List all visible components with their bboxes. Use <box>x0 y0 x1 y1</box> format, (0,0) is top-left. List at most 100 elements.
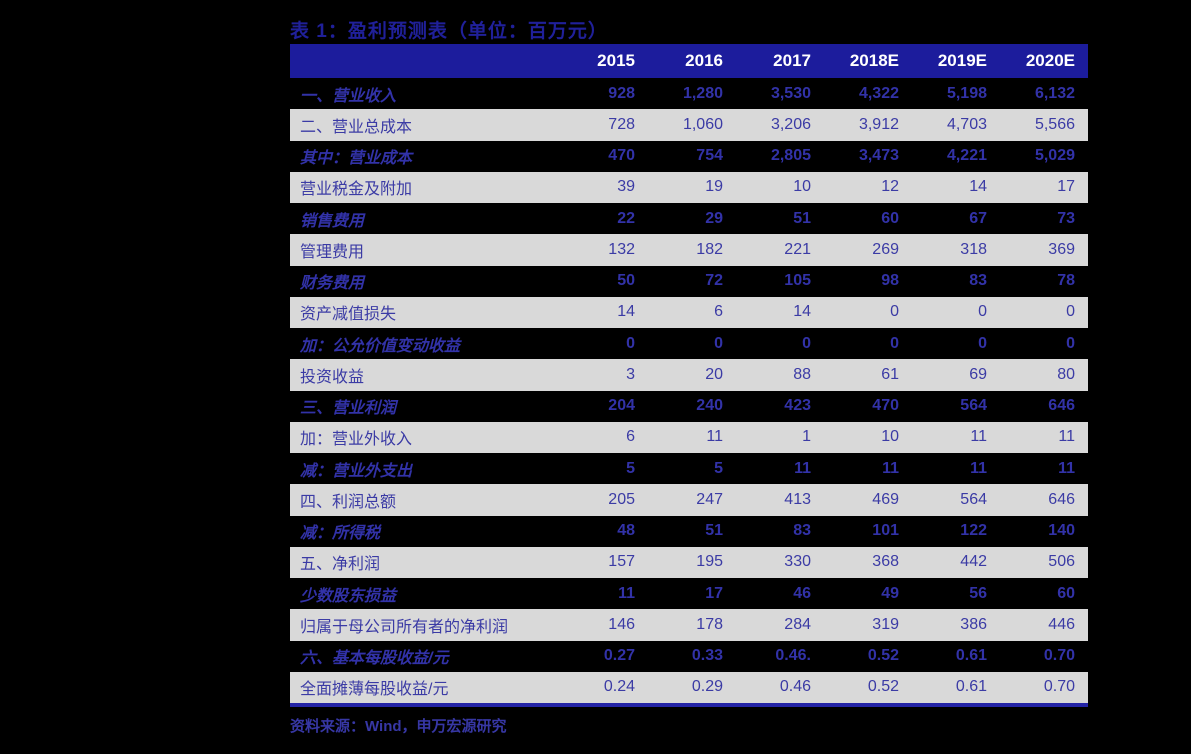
table-row: 销售费用 22 29 51 60 67 73 <box>290 203 1088 235</box>
row-label: 加：公允价值变动收益 <box>300 337 461 355</box>
table-row: 减：营业外支出 5 5 11 11 11 11 <box>290 453 1088 485</box>
cell-value: 386 <box>960 615 987 633</box>
table-row: 全面摊薄每股收益/元 0.24 0.29 0.46 0.52 0.61 0.70 <box>290 671 1088 703</box>
cell-value: 11 <box>618 584 635 602</box>
table-row: 财务费用 50 72 105 98 83 78 <box>290 265 1088 297</box>
cell-value: 470 <box>872 397 899 415</box>
cell-value: 5 <box>714 459 723 477</box>
cell-value: 157 <box>608 553 635 571</box>
table-row: 加：公允价值变动收益 0 0 0 0 0 0 <box>290 328 1088 360</box>
cell-value: 1 <box>802 428 811 446</box>
cell-value: 39 <box>617 178 635 196</box>
cell-value: 6 <box>714 303 723 321</box>
cell-value: 0.52 <box>867 678 899 696</box>
table-row: 六、基本每股收益/元 0.27 0.33 0.46. 0.52 0.61 0.70 <box>290 640 1088 672</box>
cell-value: 0.46. <box>775 647 811 665</box>
cell-value: 22 <box>617 209 635 227</box>
table-row: 管理费用 132 182 221 269 318 369 <box>290 234 1088 266</box>
cell-value: 178 <box>696 615 723 633</box>
cell-value: 0.70 <box>1043 678 1075 696</box>
cell-value: 12 <box>881 178 899 196</box>
cell-value: 20 <box>705 365 723 383</box>
cell-value: 132 <box>608 240 635 258</box>
row-label: 二、营业总成本 <box>300 118 413 136</box>
row-label: 其中：营业成本 <box>300 150 413 168</box>
cell-value: 11 <box>970 459 987 477</box>
cell-value: 67 <box>969 209 987 227</box>
source-note: 资料来源：Wind，申万宏源研究 <box>290 718 507 735</box>
table-row: 归属于母公司所有者的净利润 146 178 284 319 386 446 <box>290 609 1088 641</box>
cell-value: 10 <box>793 178 811 196</box>
cell-value: 0.46 <box>779 678 811 696</box>
row-label: 资产减值损失 <box>300 306 397 324</box>
cell-value: 0.24 <box>603 678 635 696</box>
cell-value: 0 <box>978 303 987 321</box>
cell-value: 0 <box>978 334 987 352</box>
cell-value: 51 <box>705 522 723 540</box>
row-label: 减：所得税 <box>300 525 381 543</box>
cell-value: 2,805 <box>770 147 811 165</box>
cell-value: 146 <box>608 615 635 633</box>
cell-value: 0 <box>626 334 635 352</box>
table-header-row: 2015 2016 2017 2018E 2019E 2020E <box>290 44 1088 78</box>
cell-value: 318 <box>960 240 987 258</box>
cell-value: 80 <box>1057 365 1075 383</box>
row-label: 三、营业利润 <box>300 400 397 418</box>
cell-value: 56 <box>969 584 987 602</box>
table-row: 二、营业总成本 728 1,060 3,206 3,912 4,703 5,566 <box>290 109 1088 141</box>
column-header-2017: 2017 <box>773 51 811 70</box>
cell-value: 101 <box>872 522 899 540</box>
cell-value: 3 <box>626 365 635 383</box>
cell-value: 0 <box>890 303 899 321</box>
row-label: 营业税金及附加 <box>300 181 413 199</box>
column-header-2016: 2016 <box>685 51 723 70</box>
row-label: 归属于母公司所有者的净利润 <box>300 618 509 636</box>
cell-value: 61 <box>881 365 899 383</box>
cell-value: 50 <box>617 272 635 290</box>
cell-value: 60 <box>881 209 899 227</box>
table-row: 减：所得税 48 51 83 101 122 140 <box>290 515 1088 547</box>
cell-value: 369 <box>1048 240 1075 258</box>
cell-value: 51 <box>793 209 811 227</box>
cell-value: 221 <box>784 240 811 258</box>
cell-value: 0.52 <box>867 647 899 665</box>
cell-value: 5,029 <box>1034 147 1075 165</box>
table-row: 其中：营业成本 470 754 2,805 3,473 4,221 5,029 <box>290 140 1088 172</box>
cell-value: 0.29 <box>691 678 723 696</box>
cell-value: 5,566 <box>1034 115 1075 133</box>
column-header-2015: 2015 <box>597 51 635 70</box>
cell-value: 60 <box>1057 584 1075 602</box>
cell-value: 17 <box>1057 178 1075 196</box>
cell-value: 205 <box>608 490 635 508</box>
row-label: 六、基本每股收益/元 <box>300 650 449 668</box>
table-row: 一、营业收入 928 1,280 3,530 4,322 5,198 6,132 <box>290 78 1088 110</box>
cell-value: 442 <box>960 553 987 571</box>
row-label: 五、净利润 <box>300 556 381 574</box>
cell-value: 29 <box>705 209 723 227</box>
cell-value: 10 <box>881 428 899 446</box>
cell-value: 3,206 <box>770 115 811 133</box>
row-label: 四、利润总额 <box>300 493 397 511</box>
cell-value: 19 <box>705 178 723 196</box>
cell-value: 14 <box>617 303 635 321</box>
table-row: 四、利润总额 205 247 413 469 564 646 <box>290 484 1088 516</box>
cell-value: 506 <box>1048 553 1075 571</box>
cell-value: 11 <box>882 459 899 477</box>
column-header-2019E: 2019E <box>937 51 987 70</box>
cell-value: 69 <box>969 365 987 383</box>
cell-value: 728 <box>608 115 635 133</box>
cell-value: 6,132 <box>1034 84 1075 102</box>
table-row: 营业税金及附加 39 19 10 12 14 17 <box>290 171 1088 203</box>
cell-value: 0 <box>890 334 899 352</box>
profit-forecast-table: 2015 2016 2017 2018E 2019E 2020E 一、营业收入 928 1,2… <box>290 44 1088 707</box>
row-label: 少数股东损益 <box>300 587 397 605</box>
cell-value: 3,912 <box>858 115 899 133</box>
cell-value: 284 <box>784 615 811 633</box>
cell-value: 11 <box>1058 428 1075 446</box>
row-label: 减：营业外支出 <box>300 462 413 480</box>
cell-value: 83 <box>793 522 811 540</box>
cell-value: 11 <box>1058 459 1075 477</box>
cell-value: 4,322 <box>858 84 899 102</box>
cell-value: 140 <box>1048 522 1075 540</box>
